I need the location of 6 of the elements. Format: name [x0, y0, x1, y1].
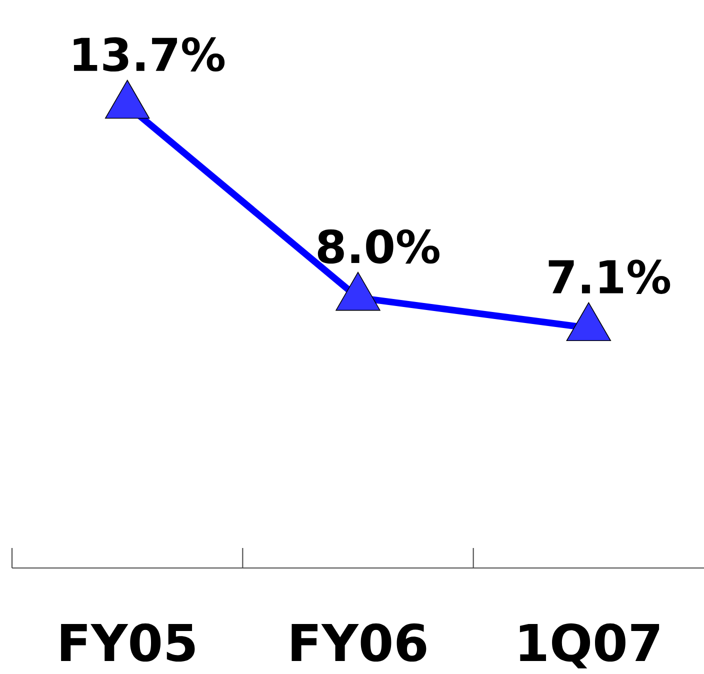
- x-tick-label: FY06: [292, 623, 426, 662]
- x-tick-label: 1Q07: [520, 623, 660, 668]
- data-label: 8.0%: [318, 229, 440, 264]
- data-label: 13.7%: [74, 37, 225, 72]
- x-tick-label: FY05: [61, 623, 195, 662]
- data-label: 7.1%: [548, 260, 670, 294]
